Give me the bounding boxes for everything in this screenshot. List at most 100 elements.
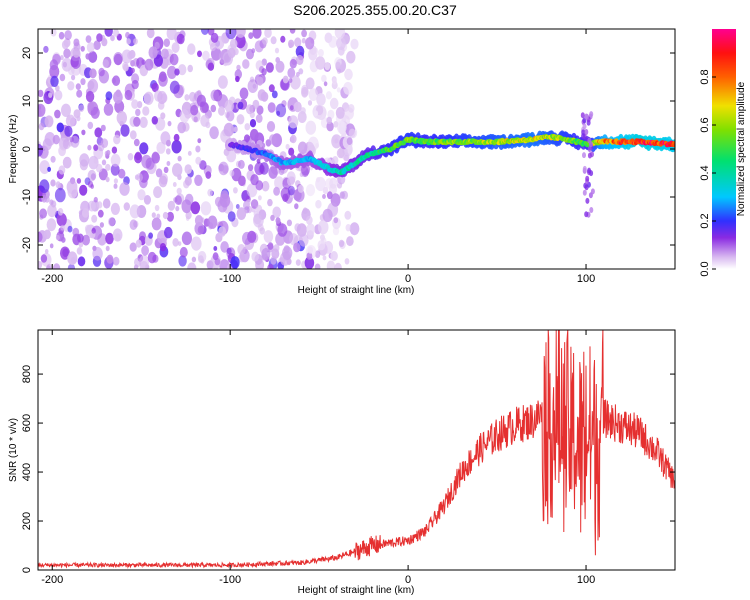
heatmap-cell bbox=[38, 261, 43, 269]
heatmap-cell bbox=[326, 191, 333, 200]
heatmap-cell bbox=[235, 204, 240, 209]
signal-smear bbox=[585, 197, 590, 204]
heatmap-cell bbox=[178, 255, 187, 267]
heatmap-cell bbox=[332, 78, 337, 85]
heatmap-cell bbox=[195, 145, 201, 153]
heatmap-cell bbox=[40, 254, 48, 263]
heatmap-cell bbox=[55, 181, 61, 189]
heatmap-cell bbox=[44, 249, 49, 254]
heatmap-cell bbox=[93, 144, 99, 151]
heatmap-cell bbox=[238, 253, 246, 263]
heatmap-cell bbox=[123, 63, 129, 72]
heatmap-cell bbox=[295, 54, 304, 66]
heatmap-cell bbox=[252, 29, 262, 39]
heatmap-cell bbox=[62, 248, 69, 257]
heatmap-cell bbox=[55, 234, 60, 241]
heatmap-layer bbox=[38, 29, 675, 269]
heatmap-cell bbox=[38, 143, 44, 157]
heatmap-cell bbox=[113, 178, 118, 184]
heatmap-cell bbox=[38, 89, 44, 98]
snr-ylabel: SNR (10 * v/v) bbox=[8, 418, 19, 482]
heatmap-cell bbox=[49, 64, 60, 79]
heatmap-cell bbox=[147, 251, 157, 264]
heatmap-cell bbox=[256, 76, 264, 86]
heatmap-cell bbox=[237, 101, 244, 110]
heatmap-cell bbox=[127, 153, 134, 161]
heatmap-cell bbox=[288, 115, 299, 129]
heatmap-cell bbox=[130, 67, 135, 74]
heatmap-cell bbox=[307, 100, 313, 106]
heatmap-cell bbox=[205, 171, 212, 179]
heatmap-cell bbox=[184, 94, 190, 101]
heatmap-cell bbox=[42, 138, 52, 151]
heatmap-cell bbox=[191, 256, 197, 263]
heatmap-cell bbox=[207, 215, 218, 229]
heatmap-cell bbox=[285, 143, 290, 150]
heatmap-cell bbox=[124, 89, 133, 101]
heatmap-cell bbox=[275, 60, 285, 73]
heatmap-cell bbox=[263, 230, 274, 243]
heatmap-cell bbox=[224, 99, 234, 113]
heatmap-cell bbox=[85, 53, 91, 60]
heatmap-cell bbox=[193, 116, 198, 123]
heatmap-cell bbox=[185, 193, 194, 205]
heatmap-cell bbox=[258, 195, 262, 201]
heatmap-cell bbox=[235, 34, 246, 49]
heatmap-cell bbox=[236, 207, 247, 221]
heatmap-cell bbox=[267, 263, 274, 269]
heatmap-cell bbox=[137, 189, 146, 201]
heatmap-cell bbox=[249, 128, 259, 141]
heatmap-cell bbox=[334, 29, 346, 40]
signal-smear bbox=[582, 165, 587, 172]
heatmap-cell bbox=[329, 177, 338, 189]
heatmap-cell bbox=[104, 29, 113, 37]
heatmap-cell bbox=[105, 245, 110, 252]
heatmap-cell bbox=[158, 71, 167, 82]
heatmap-cell bbox=[257, 223, 264, 232]
heatmap-cell bbox=[209, 42, 217, 52]
heatmap-cell bbox=[210, 89, 220, 102]
heatmap-cell bbox=[67, 81, 75, 91]
heatmap-cell bbox=[209, 126, 219, 140]
heatmap-cell bbox=[176, 187, 182, 195]
heatmap-cell bbox=[73, 109, 81, 119]
heatmap-cell bbox=[177, 155, 182, 162]
heatmap-cell bbox=[262, 37, 268, 45]
heatmap-cell bbox=[127, 51, 134, 60]
heatmap-cell bbox=[344, 258, 350, 265]
heatmap-cell bbox=[113, 183, 118, 189]
heatmap-cell bbox=[197, 251, 207, 263]
heatmap-cell bbox=[261, 180, 270, 192]
y-tick-label: 0 bbox=[21, 146, 33, 152]
heatmap-cell bbox=[47, 166, 51, 172]
heatmap-cell bbox=[223, 122, 235, 137]
y-tick-label: 400 bbox=[21, 463, 33, 481]
heatmap-cell bbox=[251, 251, 259, 262]
heatmap-cell bbox=[261, 68, 267, 76]
colorbar-label: Normalized spectral amplitude bbox=[736, 81, 747, 216]
heatmap-cell bbox=[275, 217, 281, 224]
heatmap-cell bbox=[134, 257, 142, 268]
heatmap-cell bbox=[305, 37, 315, 50]
heatmap-cell bbox=[175, 205, 180, 212]
heatmap-cell bbox=[250, 199, 259, 209]
heatmap-cell bbox=[289, 105, 294, 111]
y-tick-label: 0 bbox=[21, 567, 33, 573]
heatmap-cell bbox=[103, 103, 114, 116]
y-tick-label: 20 bbox=[21, 47, 33, 59]
heatmap-cell bbox=[320, 234, 325, 241]
heatmap-cell bbox=[322, 255, 327, 261]
heatmap-cell bbox=[160, 48, 169, 60]
heatmap-cell bbox=[87, 200, 96, 212]
heatmap-cell bbox=[93, 196, 98, 203]
heatmap-cell bbox=[50, 75, 59, 87]
heatmap-cell bbox=[151, 82, 159, 93]
heatmap-cell bbox=[89, 68, 97, 79]
heatmap-cell bbox=[151, 212, 156, 218]
heatmap-cell bbox=[323, 241, 334, 254]
heatmap-cell bbox=[94, 127, 103, 138]
heatmap-cell bbox=[212, 252, 219, 261]
snr-xlabel: Height of straight line (km) bbox=[298, 585, 415, 596]
heatmap-cell bbox=[349, 222, 360, 236]
heatmap-cell bbox=[111, 146, 118, 154]
